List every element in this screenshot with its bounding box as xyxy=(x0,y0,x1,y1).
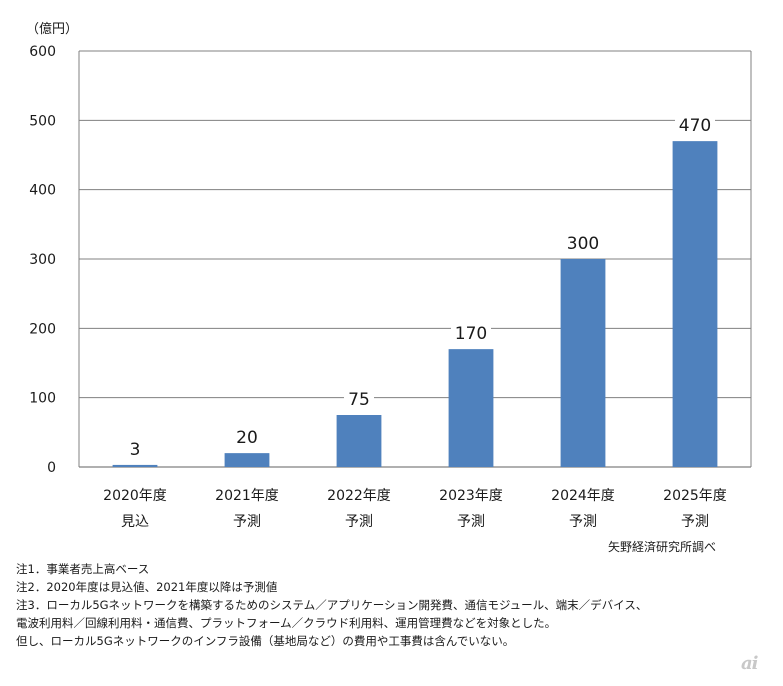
footnote: 電波利用料／回線利用料・通信費、プラットフォーム／クラウド利用料、運用管理費など… xyxy=(16,616,557,630)
y-tick-label: 100 xyxy=(29,391,56,407)
source-note: 矢野経済研究所調べ xyxy=(608,540,717,554)
category-label: 2021年度 xyxy=(215,488,279,504)
bar xyxy=(560,259,606,467)
bar xyxy=(448,349,494,467)
data-label-bg xyxy=(125,437,145,460)
y-tick-label: 500 xyxy=(29,113,56,129)
footnote: 注1．事業者売上高ベース xyxy=(16,562,150,576)
bar xyxy=(672,141,718,467)
data-label-bg xyxy=(675,114,715,137)
y-tick-label: 0 xyxy=(47,460,56,476)
bar xyxy=(336,415,382,467)
data-label: 20 xyxy=(236,428,258,448)
gridlines xyxy=(78,50,752,468)
data-label-bg xyxy=(344,388,374,410)
category-label: 予測 xyxy=(457,514,485,530)
data-label-bg xyxy=(563,232,603,254)
bar xyxy=(224,453,270,467)
data-label: 170 xyxy=(455,324,487,344)
category-label: 2023年度 xyxy=(439,488,503,504)
data-label-bg xyxy=(451,322,491,345)
data-label: 470 xyxy=(679,116,711,136)
y-tick-label: 400 xyxy=(29,183,56,199)
category-label: 2025年度 xyxy=(663,488,727,504)
bar-chart: 0 100 200 300 400 500 600 3 20 75 170 300 470 2020年… xyxy=(29,44,752,530)
site-logo: ai xyxy=(741,653,758,674)
category-labels: 2020年度見込2021年度予測2022年度予測2023年度予測2024年度予測… xyxy=(103,488,727,530)
footnote: 注2．2020年度は見込値、2021年度以降は予測値 xyxy=(16,580,278,594)
footnotes: 注1．事業者売上高ベース 注2．2020年度は見込値、2021年度以降は予測値 … xyxy=(16,560,647,650)
y-axis-ticks: 0 100 200 300 400 500 600 xyxy=(29,44,56,476)
data-label: 75 xyxy=(348,390,370,410)
data-label: 3 xyxy=(130,440,141,460)
category-label: 予測 xyxy=(345,514,373,530)
footnote: 注3．ローカル5Gネットワークを構築するためのシステム／アプリケーション開発費、… xyxy=(16,598,648,612)
category-label: 2024年度 xyxy=(551,488,615,504)
category-label: 予測 xyxy=(569,514,597,530)
data-label-bg xyxy=(232,426,262,449)
unit-label: （億円） xyxy=(26,22,79,37)
category-label: 2022年度 xyxy=(327,488,391,504)
category-label: 予測 xyxy=(681,514,709,530)
bars xyxy=(112,141,718,467)
y-tick-label: 200 xyxy=(29,321,56,337)
category-label: 2020年度 xyxy=(103,488,167,504)
category-label: 予測 xyxy=(233,514,261,530)
category-label: 見込 xyxy=(121,514,149,530)
data-label: 300 xyxy=(567,234,599,254)
data-labels: 3 20 75 170 300 470 xyxy=(125,114,715,460)
bar xyxy=(112,464,158,467)
footnote: 但し、ローカル5Gネットワークのインフラ設備（基地局など）の費用や工事費は含んで… xyxy=(16,634,515,648)
y-tick-label: 300 xyxy=(29,252,56,268)
y-tick-label: 600 xyxy=(29,44,56,60)
